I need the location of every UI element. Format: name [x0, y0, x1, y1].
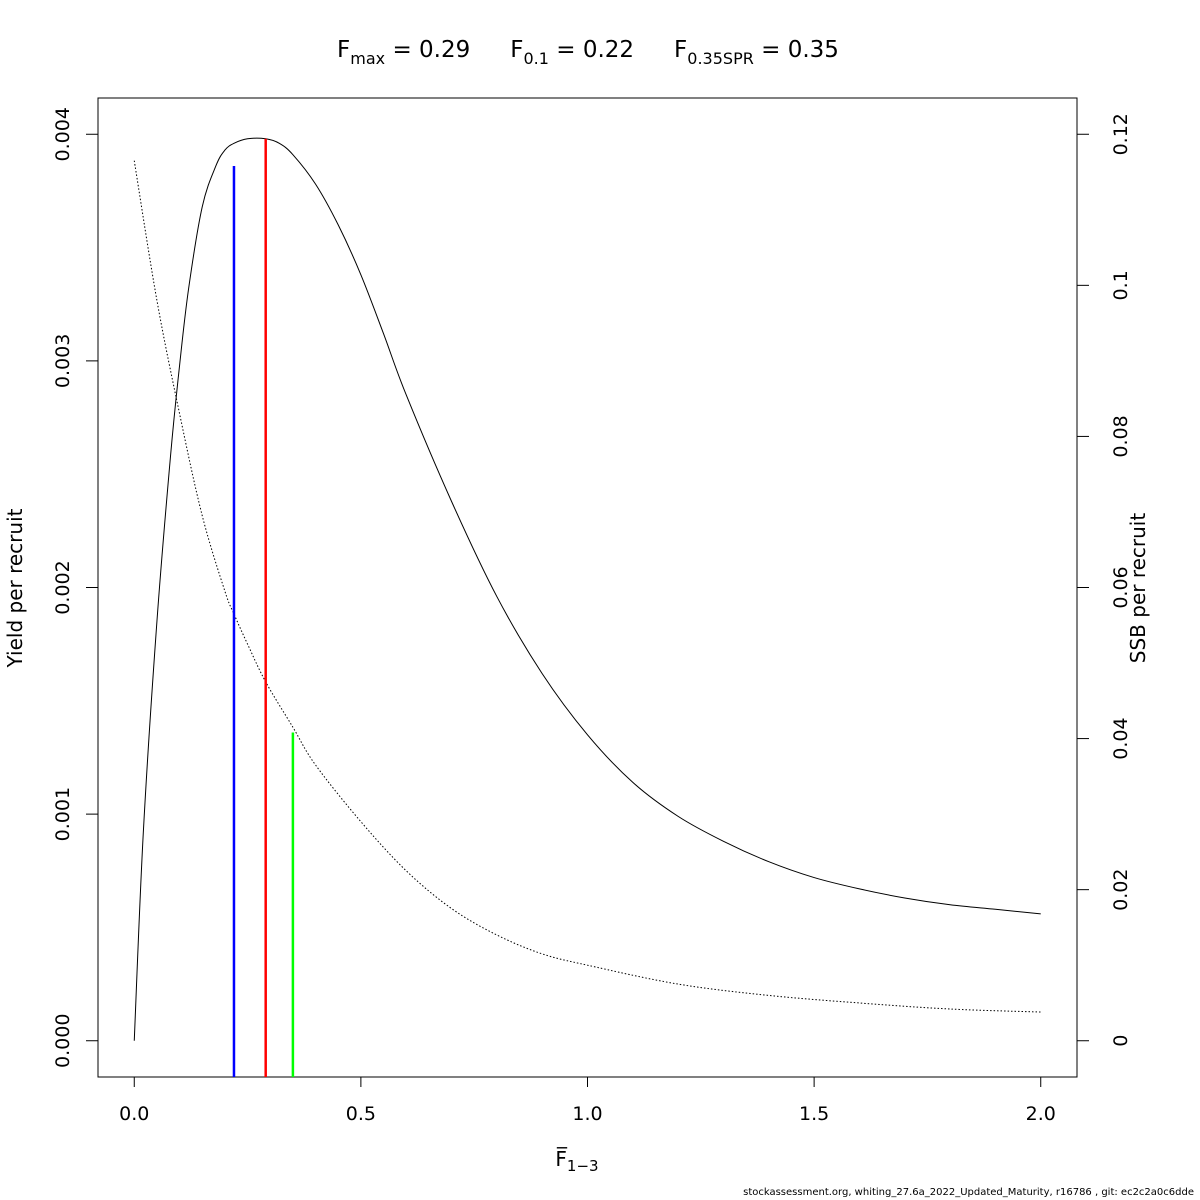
title-fspr-sub: 0.35SPR: [687, 49, 754, 68]
x-axis-label: F̅1−3: [555, 1146, 598, 1175]
title-fspr-label: F: [674, 37, 687, 63]
x-axis-label-main: F̅: [555, 1146, 568, 1171]
y-left-tick-label: 0.004: [52, 107, 74, 161]
y-left-tick-label: 0.000: [52, 1014, 74, 1068]
y-right-tick-label: 0.04: [1110, 717, 1132, 759]
y-right-tick-label: 0.1: [1110, 270, 1132, 300]
reference-lines-layer: [232, 138, 295, 1077]
y-left-tick-label: 0.003: [52, 334, 74, 388]
chart-title: Fmax = 0.29 F0.1 = 0.22 F0.35SPR = 0.35: [337, 37, 839, 68]
y-right-axis: 0 0.02 0.04 0.06 0.08 0.1 0.12: [1076, 113, 1132, 1047]
x-tick-label: 1.0: [572, 1103, 602, 1125]
title-fmax-label: F: [337, 37, 350, 63]
x-tick-label: 2.0: [1026, 1103, 1056, 1125]
y-left-axis-label: Yield per recruit: [3, 508, 27, 668]
y-right-tick-label: 0: [1110, 1035, 1132, 1047]
title-f01-value: = 0.22: [549, 37, 634, 63]
x-axis: 0.0 0.5 1.0 1.5 2.0: [119, 1076, 1056, 1125]
yield-per-recruit-line: [133, 137, 1041, 1041]
ssb-per-recruit-line: [133, 160, 1041, 1013]
footer-caption: stockassessment.org, whiting_27.6a_2022_…: [743, 1187, 1194, 1198]
series-layer: [133, 137, 1041, 1041]
plot-frame: [97, 97, 1078, 1078]
x-tick-label: 1.5: [799, 1103, 829, 1125]
title-fmax-value: = 0.29: [385, 37, 470, 63]
x-axis-label-sub: 1−3: [567, 1157, 599, 1175]
title-f01-sub: 0.1: [523, 49, 548, 68]
y-right-tick-label: 0.06: [1110, 566, 1132, 608]
x-tick-label: 0.0: [119, 1103, 149, 1125]
y-right-tick-label: 0.08: [1110, 415, 1132, 457]
title-f01-label: F: [510, 37, 523, 63]
x-tick-label: 0.5: [346, 1103, 376, 1125]
title-fmax-sub: max: [350, 49, 385, 68]
y-right-tick-label: 0.02: [1110, 869, 1132, 911]
y-left-tick-label: 0.001: [52, 787, 74, 841]
title-fspr-value: = 0.35: [754, 37, 839, 63]
y-right-tick-label: 0.12: [1110, 113, 1132, 155]
y-left-tick-label: 0.002: [52, 560, 74, 614]
y-left-axis: 0.000 0.001 0.002 0.003 0.004: [52, 107, 99, 1068]
y-right-axis-label: SSB per recruit: [1126, 513, 1150, 664]
